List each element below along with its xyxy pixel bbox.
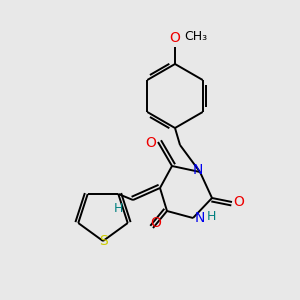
Text: O: O <box>151 216 161 230</box>
Text: H: H <box>113 202 123 214</box>
Text: O: O <box>146 136 156 150</box>
Text: CH₃: CH₃ <box>184 29 207 43</box>
Text: N: N <box>193 163 203 177</box>
Text: O: O <box>234 195 244 209</box>
Text: O: O <box>169 31 180 45</box>
Text: H: H <box>206 209 216 223</box>
Text: S: S <box>99 234 107 248</box>
Text: N: N <box>195 211 205 225</box>
